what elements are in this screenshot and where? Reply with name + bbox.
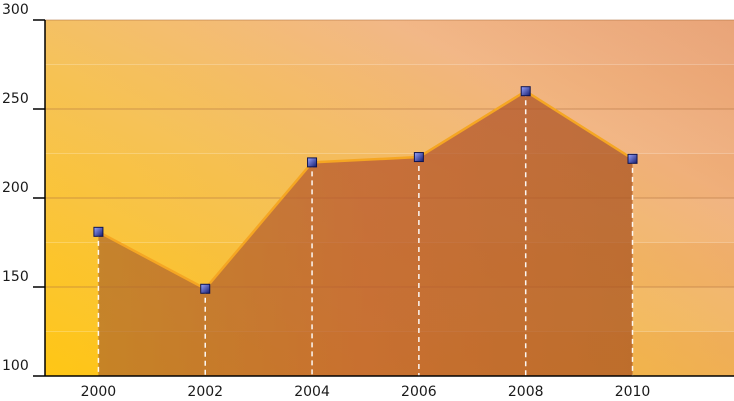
data-markers [93, 86, 638, 294]
area-fill [98, 91, 633, 376]
series-polyline [97, 89, 634, 291]
axes [33, 19, 734, 377]
y-tick-label: 100 [2, 358, 29, 374]
x-tick-label: 2000 [81, 384, 117, 400]
x-tick-label: 2010 [615, 384, 651, 400]
x-tick-label: 2004 [294, 384, 330, 400]
x-tick-label: 2002 [187, 384, 223, 400]
background-band [45, 20, 734, 65]
series-line [97, 89, 634, 291]
y-tick-label: 250 [2, 91, 29, 107]
y-tick-label: 200 [2, 180, 29, 196]
x-tick-label: 2006 [401, 384, 437, 400]
y-tick-label: 300 [2, 2, 29, 18]
background-band [45, 109, 734, 154]
data-point [413, 152, 424, 163]
data-point [627, 153, 638, 164]
x-tick-label: 2008 [508, 384, 544, 400]
drop-lines [97, 91, 634, 376]
series-area [98, 91, 633, 376]
x-axis-tick-labels: 2000 2002 2004 2006 2008 2010 [81, 384, 651, 400]
y-tick-label: 150 [2, 269, 29, 285]
data-point [93, 226, 104, 237]
data-point [307, 157, 318, 168]
data-point [520, 86, 531, 97]
data-point [200, 283, 211, 294]
y-axis-tick-labels: 100 150 200 250 300 [2, 2, 29, 374]
background-band [45, 64, 734, 109]
